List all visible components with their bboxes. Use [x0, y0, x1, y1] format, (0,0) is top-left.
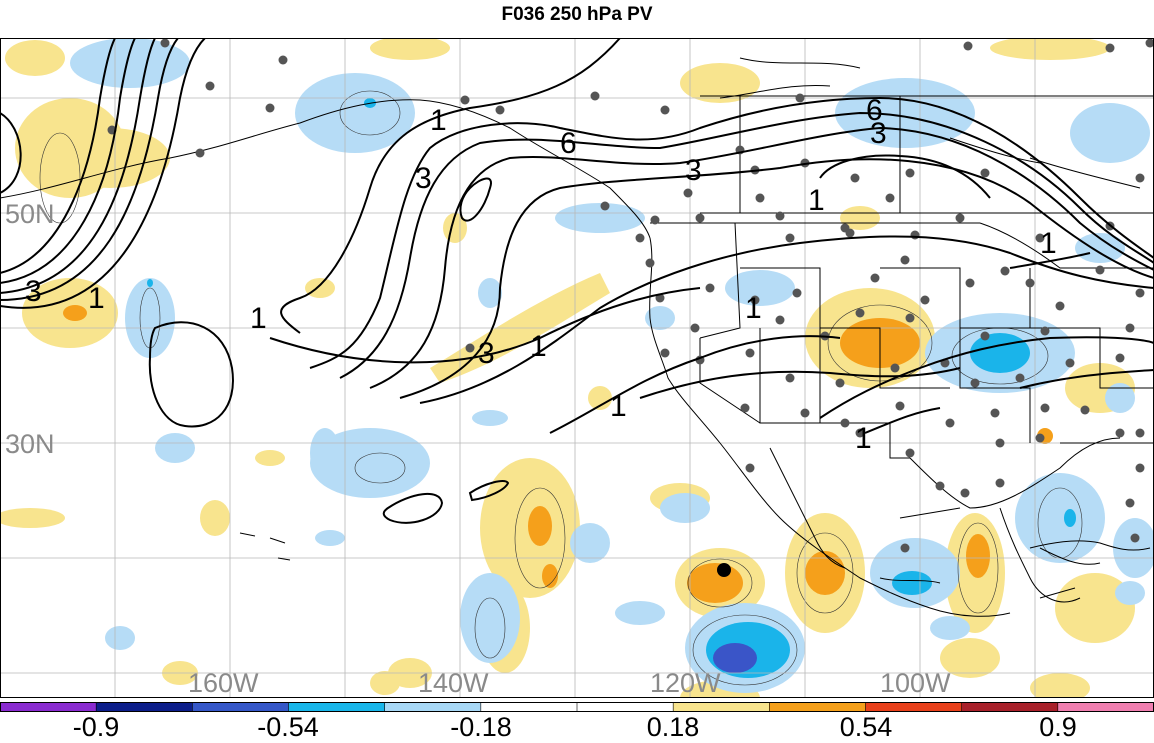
contour-label: 1 [745, 292, 762, 325]
lon-label-160w: 160W [188, 668, 259, 698]
lat-label-30n: 30N [5, 429, 55, 459]
contour-label: 3 [870, 117, 887, 150]
contour-label: 1 [530, 330, 547, 363]
contour-label: 6 [560, 127, 577, 160]
contour-label: 1 [430, 104, 447, 137]
colorbar-label: -0.9 [73, 712, 120, 743]
lon-label-100w: 100W [880, 668, 951, 698]
lon-label-140w: 140W [418, 668, 489, 698]
colorbar-swatch [289, 702, 386, 712]
position-marker [717, 563, 731, 577]
chart-title: F036 250 hPa PV [0, 0, 1154, 30]
colorbar-swatch [577, 702, 674, 712]
colorbar-swatch [192, 702, 289, 712]
colorbar-swatch [673, 702, 770, 712]
colorbar-label: 0.18 [647, 712, 700, 743]
contour-label: 1 [250, 302, 267, 335]
contour-label: 3 [685, 154, 702, 187]
colorbar-label: -0.54 [257, 712, 319, 743]
colorbar-swatch [1058, 702, 1154, 712]
contour-label: 1 [855, 422, 872, 455]
contour-label: 1 [1040, 227, 1057, 260]
contour-label: 1 [808, 184, 825, 217]
colorbar-label: 0.9 [1039, 712, 1077, 743]
contour-label: 3 [25, 275, 42, 308]
colorbar-label: -0.18 [450, 712, 512, 743]
contour-label: 3 [415, 162, 432, 195]
colorbar-swatch [481, 702, 578, 712]
colorbar-swatch [96, 702, 193, 712]
colorbar-swatch [385, 702, 482, 712]
colorbar-swatch [866, 702, 963, 712]
contour-label: 1 [88, 282, 105, 315]
lon-label-120w: 120W [650, 668, 721, 698]
contour-label: 1 [610, 390, 627, 423]
colorbar-swatches [0, 702, 1154, 712]
colorbar-swatch [962, 702, 1059, 712]
colorbar-swatch [0, 702, 97, 712]
colorbar-swatch [769, 702, 866, 712]
contour-label: 3 [478, 337, 495, 370]
pv-map: 3 1 1 3 1 3 1 6 3 1 1 1 6 3 1 1 50N 30N … [0, 38, 1154, 698]
colorbar [0, 702, 1154, 712]
lat-label-50n: 50N [5, 199, 55, 229]
colorbar-label: 0.54 [840, 712, 893, 743]
